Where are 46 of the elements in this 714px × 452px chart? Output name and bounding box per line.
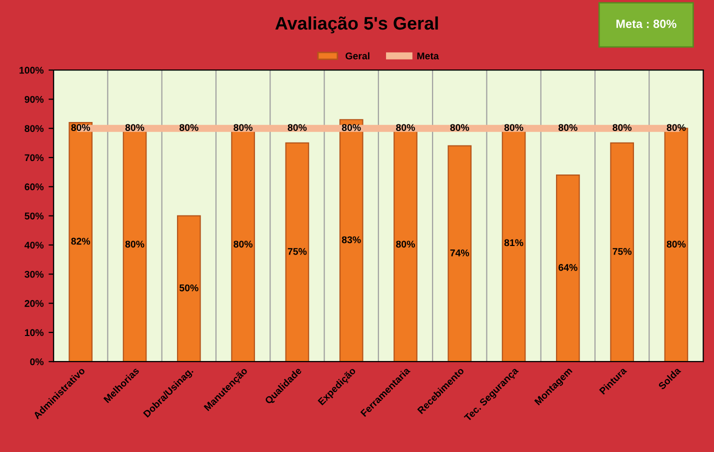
y-tick-label: 30% [24,270,44,278]
y-tick-label: 20% [24,300,44,307]
legend-label: Meta [417,52,439,60]
data-label: 80% [504,124,524,131]
data-label: 80% [125,124,144,131]
bar [68,122,93,362]
data-label: 80% [342,124,361,131]
data-label: 80% [234,240,253,248]
data-label: 50% [179,284,198,292]
y-tick-label: 50% [24,212,44,220]
text: Meta : 80% [616,20,676,28]
y-tick-label: 10% [24,329,44,336]
data-label: 80% [125,240,144,248]
bar [610,142,634,362]
data-label: 80% [396,240,415,248]
bar [556,174,580,362]
data-label: 80% [558,124,578,131]
data-label: 80% [612,124,632,131]
data-label: 83% [342,236,361,244]
data-label: 81% [504,239,524,246]
legend-label: Geral [346,52,370,60]
y-tick-label: 40% [24,242,44,249]
data-label: 80% [450,124,470,131]
y-tick-label: 100% [20,66,44,74]
data-label: 75% [288,248,307,255]
bar [339,119,364,362]
bar [176,215,201,362]
data-label: 64% [558,264,578,271]
bar [448,145,472,362]
y-tick-label: 70% [24,154,44,162]
data-label: 80% [666,240,686,248]
bar [285,142,310,362]
data-label: 80% [179,124,198,131]
y-tick-label: 0% [30,358,44,366]
data-label: 80% [666,124,686,131]
chart-title: Avaliação 5's Geral [275,16,438,34]
y-tick-label: 60% [24,183,44,190]
data-label: 80% [71,124,90,131]
data-label: 82% [71,238,90,245]
y-tick-label: 80% [24,125,44,132]
data-label: 74% [450,249,470,256]
data-label: 80% [234,124,253,131]
data-label: 80% [396,124,415,131]
data-label: 80% [288,124,307,131]
data-label: 75% [612,248,632,255]
y-tick-label: 90% [24,96,44,103]
